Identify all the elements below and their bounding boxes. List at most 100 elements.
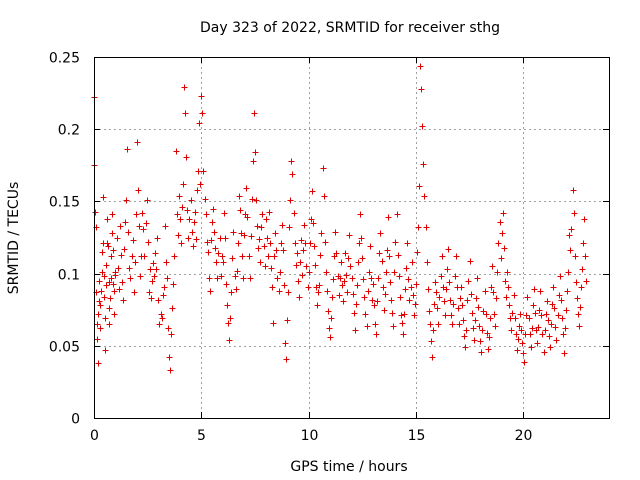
data-point: [251, 110, 258, 117]
data-point: [518, 327, 525, 334]
data-point: [98, 288, 105, 295]
data-point: [311, 243, 318, 250]
data-point: [341, 278, 348, 285]
data-point: [277, 269, 284, 276]
data-point: [249, 196, 256, 203]
data-point: [527, 331, 534, 338]
plot-frame: [94, 57, 610, 419]
data-point: [285, 289, 292, 296]
data-point: [107, 295, 114, 302]
data-point: [441, 298, 448, 305]
data-point: [160, 292, 167, 299]
data-point: [301, 222, 308, 229]
data-point: [176, 193, 183, 200]
data-point: [448, 312, 455, 319]
data-point: [367, 243, 374, 250]
data-point: [183, 154, 190, 161]
data-point: [279, 222, 286, 229]
data-point: [423, 224, 430, 231]
data-point: [384, 247, 391, 254]
data-point: [318, 230, 325, 237]
data-point: [445, 246, 452, 253]
data-point: [377, 230, 384, 237]
data-point: [276, 288, 283, 295]
y-tick-label: 0.25: [49, 51, 80, 67]
data-point: [134, 139, 141, 146]
data-point: [274, 275, 281, 282]
data-point: [536, 307, 543, 314]
data-point: [94, 321, 101, 328]
data-point: [571, 210, 578, 217]
data-point: [247, 275, 254, 282]
data-point: [349, 275, 356, 282]
data-point: [419, 123, 426, 130]
data-point: [96, 278, 103, 285]
data-point: [109, 211, 116, 218]
data-point: [473, 295, 480, 302]
data-point: [170, 281, 177, 288]
data-point: [280, 247, 287, 254]
data-point: [385, 214, 392, 221]
data-point: [291, 210, 298, 217]
data-point: [504, 269, 511, 276]
data-point: [132, 259, 139, 266]
data-point: [141, 253, 148, 260]
data-point: [95, 360, 102, 367]
data-point: [234, 268, 241, 275]
data-point: [94, 336, 101, 343]
data-point: [100, 194, 107, 201]
x-tick-label: 15: [408, 428, 426, 444]
data-point: [184, 207, 191, 214]
data-point: [240, 275, 247, 282]
data-point: [324, 288, 331, 295]
data-point: [456, 321, 463, 328]
data-point: [435, 321, 442, 328]
data-point: [252, 149, 259, 156]
data-point: [214, 275, 221, 282]
data-point: [458, 284, 465, 291]
data-point: [310, 220, 317, 227]
y-tick-label: 0.05: [49, 340, 80, 356]
data-point: [468, 291, 475, 298]
data-point: [483, 311, 490, 318]
data-point: [209, 219, 216, 226]
data-point: [343, 272, 350, 279]
data-point: [494, 269, 501, 276]
data-point: [410, 292, 417, 299]
data-point: [559, 315, 566, 322]
data-point: [328, 315, 335, 322]
data-point: [298, 237, 305, 244]
y-tick-label: 0.2: [58, 123, 80, 139]
data-point: [516, 323, 523, 330]
data-point: [145, 239, 152, 246]
data-point: [403, 265, 410, 272]
data-point: [530, 302, 537, 309]
data-point: [194, 187, 201, 194]
data-point: [375, 275, 382, 282]
data-point: [354, 282, 361, 289]
data-point: [517, 311, 524, 318]
data-point: [243, 185, 250, 192]
data-point: [150, 260, 157, 267]
data-point: [228, 289, 235, 296]
data-point: [555, 312, 562, 319]
data-point: [472, 317, 479, 324]
data-point: [383, 269, 390, 276]
data-point: [416, 183, 423, 190]
data-point: [143, 220, 150, 227]
data-point: [289, 171, 296, 178]
data-point: [281, 282, 288, 289]
data-point: [102, 315, 109, 322]
data-point: [391, 269, 398, 276]
data-point: [534, 340, 541, 347]
data-point: [512, 315, 519, 322]
data-point: [412, 301, 419, 308]
data-point: [484, 330, 491, 337]
data-point: [549, 301, 556, 308]
data-point: [474, 275, 481, 282]
data-point: [254, 223, 261, 230]
data-point: [169, 305, 176, 312]
data-point: [519, 340, 526, 347]
data-point: [119, 279, 126, 286]
